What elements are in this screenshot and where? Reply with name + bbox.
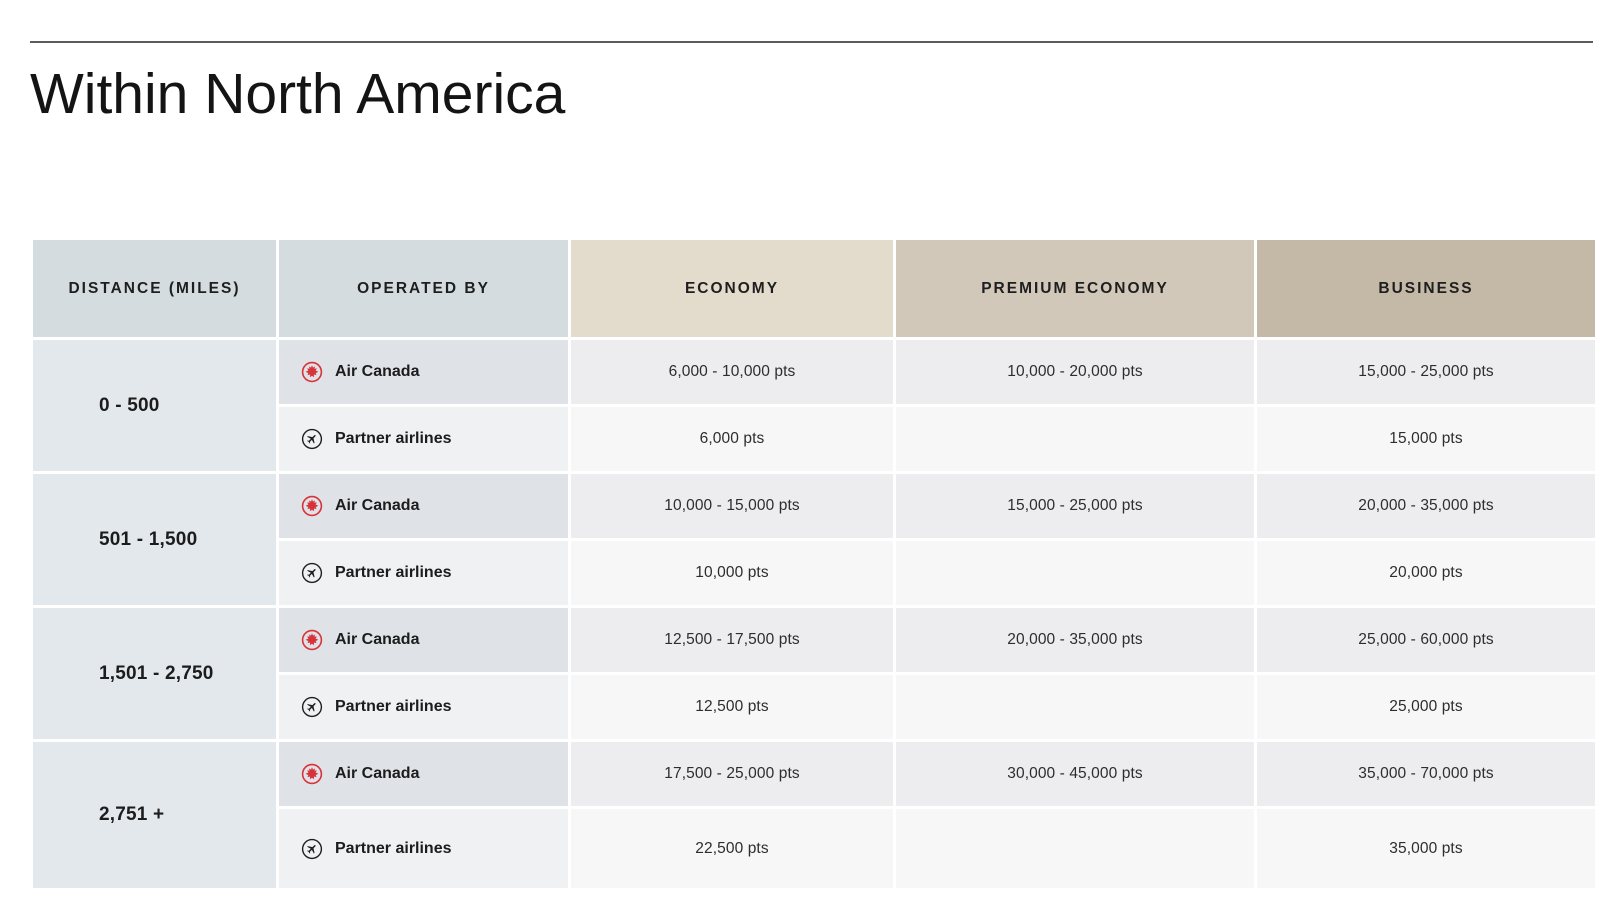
top-divider <box>30 41 1593 43</box>
premium-economy-value: 10,000 - 20,000 pts <box>896 340 1254 404</box>
premium-economy-value: 20,000 - 35,000 pts <box>896 608 1254 672</box>
air-canada-rondelle-icon <box>301 361 323 383</box>
economy-value: 10,000 - 15,000 pts <box>571 474 893 538</box>
operator-label: Air Canada <box>335 765 420 782</box>
air-canada-rondelle-icon <box>301 495 323 517</box>
business-value: 15,000 - 25,000 pts <box>1257 340 1595 404</box>
business-value: 25,000 pts <box>1257 675 1595 739</box>
operator-label: Partner airlines <box>335 564 452 581</box>
column-header-distance: DISTANCE (MILES) <box>33 240 276 337</box>
premium-economy-value <box>896 675 1254 739</box>
partner-plane-icon <box>301 428 323 450</box>
operator-label: Partner airlines <box>335 839 452 857</box>
operator-label: Air Canada <box>335 363 420 380</box>
column-header-business: BUSINESS <box>1257 240 1595 337</box>
premium-economy-value <box>896 541 1254 605</box>
economy-value: 12,500 - 17,500 pts <box>571 608 893 672</box>
premium-economy-value: 30,000 - 45,000 pts <box>896 742 1254 806</box>
partner-plane-icon <box>301 696 323 718</box>
premium-economy-value: 15,000 - 25,000 pts <box>896 474 1254 538</box>
economy-value: 6,000 - 10,000 pts <box>571 340 893 404</box>
column-header-economy: ECONOMY <box>571 240 893 337</box>
operator-cell-partner-airlines: Partner airlines <box>279 541 568 605</box>
operator-label: Air Canada <box>335 631 420 648</box>
business-value: 25,000 - 60,000 pts <box>1257 608 1595 672</box>
operator-label: Air Canada <box>335 497 420 514</box>
business-value: 20,000 - 35,000 pts <box>1257 474 1595 538</box>
distance-band-label: 1,501 - 2,750 <box>33 608 276 739</box>
business-value: 35,000 - 70,000 pts <box>1257 742 1595 806</box>
economy-value: 10,000 pts <box>571 541 893 605</box>
air-canada-rondelle-icon <box>301 629 323 651</box>
air-canada-rondelle-icon <box>301 763 323 785</box>
partner-plane-icon <box>301 562 323 584</box>
operator-cell-air-canada: Air Canada <box>279 474 568 538</box>
business-value: 15,000 pts <box>1257 407 1595 471</box>
operator-label: Partner airlines <box>335 698 452 715</box>
business-value: 35,000 pts <box>1257 809 1595 888</box>
premium-economy-value <box>896 809 1254 888</box>
operator-cell-partner-airlines: Partner airlines <box>279 809 568 888</box>
premium-economy-value <box>896 407 1254 471</box>
economy-value: 22,500 pts <box>571 809 893 888</box>
points-table: DISTANCE (MILES) OPERATED BY ECONOMY PRE… <box>33 240 1595 888</box>
operator-cell-air-canada: Air Canada <box>279 608 568 672</box>
economy-value: 12,500 pts <box>571 675 893 739</box>
column-header-premium-economy: PREMIUM ECONOMY <box>896 240 1254 337</box>
column-header-operated-by: OPERATED BY <box>279 240 568 337</box>
distance-band-label: 0 - 500 <box>33 340 276 471</box>
economy-value: 6,000 pts <box>571 407 893 471</box>
operator-cell-partner-airlines: Partner airlines <box>279 675 568 739</box>
partner-plane-icon <box>301 838 323 860</box>
operator-cell-partner-airlines: Partner airlines <box>279 407 568 471</box>
business-value: 20,000 pts <box>1257 541 1595 605</box>
distance-band-label: 2,751 + <box>33 742 276 888</box>
operator-label: Partner airlines <box>335 430 452 447</box>
operator-cell-air-canada: Air Canada <box>279 742 568 806</box>
distance-band-label: 501 - 1,500 <box>33 474 276 605</box>
operator-cell-air-canada: Air Canada <box>279 340 568 404</box>
page-title: Within North America <box>30 62 566 126</box>
economy-value: 17,500 - 25,000 pts <box>571 742 893 806</box>
